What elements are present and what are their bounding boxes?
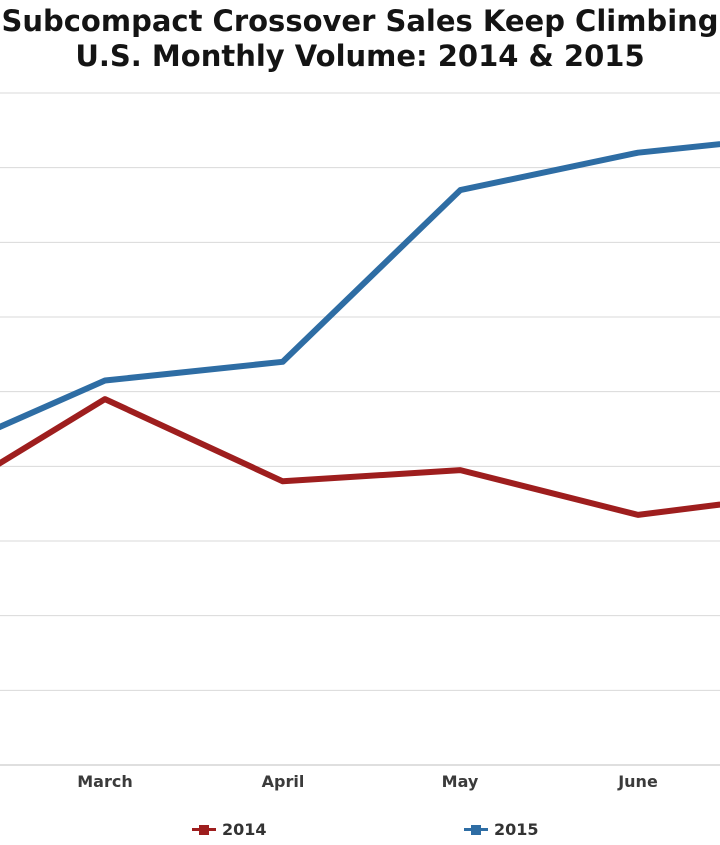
legend-marker-2014-icon	[192, 824, 216, 836]
x-axis-label-may: May	[441, 772, 479, 791]
chart-title-block: Subcompact Crossover Sales Keep Climbing…	[1, 4, 718, 74]
x-axis-label-april: April	[261, 772, 305, 791]
x-axis-label-june: June	[618, 772, 658, 791]
legend-square-swatch	[471, 824, 481, 835]
legend-square-swatch	[199, 824, 209, 835]
series-line-2014	[0, 396, 720, 518]
legend-item-2015: 2015	[464, 820, 539, 839]
legend-marker-2015-icon	[464, 824, 488, 836]
chart-subtitle: U.S. Monthly Volume: 2014 & 2015	[75, 39, 645, 73]
series-line-2015	[0, 141, 720, 431]
x-axis-label-march: March	[77, 772, 133, 791]
legend-label-2014: 2014	[222, 820, 267, 839]
chart-title: Subcompact Crossover Sales Keep Climbing	[1, 4, 719, 38]
legend-label-2015: 2015	[494, 820, 539, 839]
legend-item-2014: 2014	[192, 820, 267, 839]
